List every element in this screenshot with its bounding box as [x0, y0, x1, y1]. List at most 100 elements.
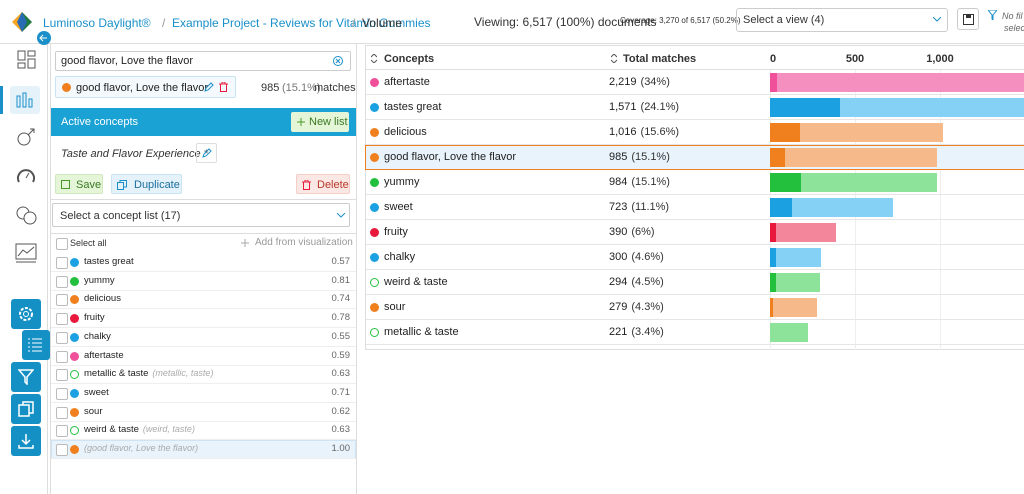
concept-name: yummy — [384, 176, 420, 188]
x-tick-label: 1,000 — [926, 53, 954, 65]
exact-bar — [770, 173, 801, 192]
exact-bar — [770, 273, 776, 292]
total-bar[interactable] — [770, 198, 893, 217]
concept-dot — [370, 128, 379, 137]
row-rule — [51, 327, 356, 329]
row-rule — [51, 439, 356, 441]
filter-button[interactable] — [11, 362, 41, 392]
concept-score: 0.63 — [331, 368, 351, 380]
view-select[interactable]: Select a view (4) — [736, 8, 948, 32]
edit-icon[interactable] — [204, 82, 214, 92]
list-button[interactable] — [22, 330, 50, 360]
concept-dot — [370, 78, 379, 87]
view-name: Volume — [362, 16, 403, 30]
concepts-header: Concepts — [384, 53, 435, 65]
logo — [12, 12, 32, 32]
total-bar[interactable] — [770, 223, 837, 242]
match-pct grey: (4.3%) — [631, 301, 664, 313]
concept-checkbox[interactable] — [56, 294, 68, 307]
separator: / — [162, 16, 166, 30]
match-pct grey: (24.1%) — [640, 101, 680, 113]
concept-checkbox[interactable] — [56, 313, 68, 326]
concept-name: aftertaste — [384, 76, 430, 88]
total-bar[interactable] — [770, 123, 943, 142]
total-bar[interactable] — [770, 273, 820, 292]
concept-checkbox[interactable] — [56, 425, 68, 438]
icon-gauge[interactable] — [16, 167, 36, 187]
concept-checkbox[interactable] — [56, 369, 68, 382]
row-rule — [366, 344, 1024, 345]
icon-sentiment[interactable] — [15, 205, 37, 225]
save-icon — [61, 180, 70, 189]
concept-checkbox[interactable] — [56, 275, 68, 288]
match-count: 221 — [609, 326, 628, 338]
download-button[interactable] — [11, 426, 41, 456]
row-rule — [366, 144, 1024, 145]
brand[interactable]: Luminoso Daylight® — [43, 16, 151, 30]
total-bar[interactable] — [770, 323, 808, 342]
concept-checkbox[interactable] — [56, 350, 68, 363]
active-indicator — [0, 86, 3, 114]
clear-icon[interactable] — [333, 56, 343, 66]
row-rule — [51, 420, 356, 422]
row-rule — [366, 319, 1024, 320]
match-pct grey: (4.5%) — [631, 276, 664, 288]
icon-dashboard[interactable] — [17, 50, 37, 70]
row-rule — [366, 219, 1024, 220]
filter-text[interactable]: No fil — [1002, 11, 1023, 21]
sort-icon[interactable] — [611, 54, 617, 63]
total-bar[interactable] — [770, 148, 938, 167]
total-bar[interactable] — [770, 298, 818, 317]
save-button[interactable]: Save — [55, 174, 103, 194]
concept-score: 0.71 — [331, 386, 351, 398]
concept-checkbox[interactable] — [56, 406, 68, 419]
total-bar[interactable] — [770, 173, 938, 192]
concept-checkbox[interactable] — [56, 257, 68, 269]
exact-bar — [770, 73, 777, 92]
icon-volume[interactable] — [10, 86, 40, 114]
icon-drivers[interactable] — [16, 127, 36, 147]
concept-checkbox[interactable] — [56, 387, 68, 400]
concept-checkbox[interactable] — [56, 444, 68, 456]
icon-trends[interactable] — [15, 243, 37, 263]
project[interactable]: Example Project - Reviews for Vitamin Gu… — [172, 16, 431, 30]
concept-dot — [70, 407, 79, 417]
concept-list-select[interactable]: Select a concept list (17) — [52, 203, 350, 227]
new-list-text: New list — [309, 116, 348, 128]
duplicate-button[interactable]: Duplicate — [111, 174, 182, 194]
concept-checkbox[interactable] — [56, 331, 68, 344]
trash-icon[interactable] — [219, 82, 228, 92]
new-list-button[interactable]: New list — [291, 112, 349, 132]
total-bar[interactable] — [770, 73, 1024, 92]
concept-score: 0.63 — [331, 424, 351, 436]
concept-dot — [370, 228, 379, 237]
search-result[interactable]: good flavor, Love the flavor — [55, 76, 236, 98]
delete-button[interactable]: Delete — [296, 174, 350, 194]
grid-line — [940, 70, 941, 350]
save-view-button[interactable] — [957, 8, 979, 30]
match-pct grey: (3.4%) — [631, 326, 664, 338]
concept-dot — [370, 328, 379, 337]
x-tick-label: 500 — [845, 53, 865, 65]
total-bar[interactable] — [770, 248, 821, 267]
concept-dot — [370, 303, 379, 312]
view-select-text: Select a view (4) — [743, 14, 825, 26]
collapse-button[interactable] — [37, 31, 51, 45]
concept-dot — [70, 388, 79, 398]
match-count: 390 — [609, 226, 628, 238]
settings-button[interactable] — [11, 299, 41, 329]
concept-dot — [62, 83, 71, 92]
copy-button[interactable] — [11, 394, 41, 424]
concept-name: weird & taste — [384, 276, 448, 288]
select-all-checkbox[interactable] — [56, 238, 68, 250]
row-rule — [366, 94, 1024, 95]
sort-icon[interactable] — [371, 54, 377, 63]
match-count: 294 — [609, 276, 628, 288]
search-box[interactable]: good flavor, Love the flavor — [55, 51, 351, 71]
row-rule — [51, 289, 356, 291]
match-count: 2,219 — [609, 76, 637, 88]
list-name: Taste and Flavor Experience * — [61, 148, 208, 160]
add-from-viz[interactable]: Add from visualization — [255, 237, 353, 248]
concept-dot — [70, 314, 79, 324]
rename-button[interactable] — [196, 143, 217, 163]
